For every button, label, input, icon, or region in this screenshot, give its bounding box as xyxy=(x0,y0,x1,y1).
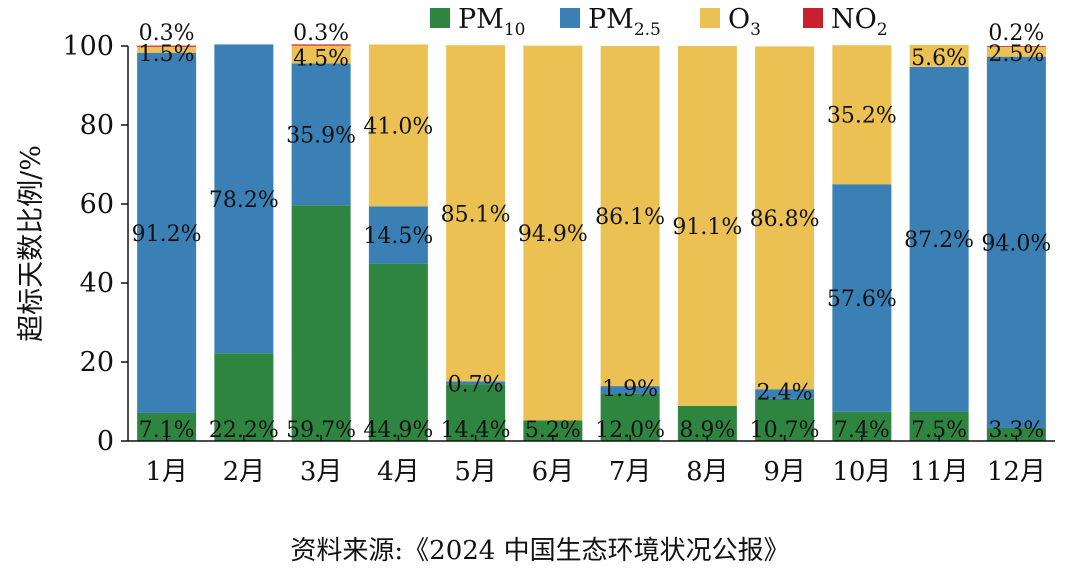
bar-segment-no2-1 xyxy=(137,45,197,47)
bar-segment-pm25-4 xyxy=(368,206,428,264)
bar-segment-pm25-12 xyxy=(986,56,1046,428)
legend-swatch-pm10 xyxy=(430,8,450,28)
x-tick-label: 2月 xyxy=(223,457,266,487)
y-axis-label: 超标天数比例/% xyxy=(16,145,47,342)
legend-swatch-o3 xyxy=(700,8,720,28)
legend: PM10 PM2.5 O3 NO2 xyxy=(430,4,888,40)
bar-segment-pm25-7 xyxy=(600,386,660,394)
bar-segment-o3-4 xyxy=(368,44,428,207)
segment-label-o3-1: 1.5% xyxy=(139,42,195,67)
segment-label-o3-3: 4.5% xyxy=(293,47,349,72)
bar-segment-pm10-2 xyxy=(214,353,274,441)
axes-layer: 1月 2月 3月 4月 5月 6月 7月 8月 9月 10月 11月 12月 0 20 40 60 80 100 超… xyxy=(16,31,1055,487)
segment-label-pm25-12: 94.0% xyxy=(981,231,1051,256)
legend-swatch-no2 xyxy=(803,8,823,28)
bar-segment-o3-8 xyxy=(677,46,737,406)
bar-segment-o3-12 xyxy=(986,46,1046,57)
bar-segment-pm10-12 xyxy=(986,427,1046,441)
bar-segment-pm10-7 xyxy=(600,393,660,441)
source-note: 资料来源:《2024 中国生态环境状况公报》 xyxy=(290,536,790,566)
segment-label-pm25-9: 2.4% xyxy=(757,380,813,405)
bar-segment-pm25-9 xyxy=(755,389,815,399)
bar-segment-pm25-5 xyxy=(446,381,506,385)
stacked-bar-chart: 7.1%91.2%1.5%0.3%22.2%78.2%59.7%35.9%4.5… xyxy=(16,4,1055,487)
x-tick-label: 11月 xyxy=(910,457,969,487)
segment-label-o3-12: 2.5% xyxy=(988,42,1044,67)
segment-labels-layer: 7.1%91.2%1.5%0.3%22.2%78.2%59.7%35.9%4.5… xyxy=(132,21,1052,443)
x-tick-label: 8月 xyxy=(686,457,729,487)
legend-swatch-pm25 xyxy=(560,8,580,28)
y-tick-label: 40 xyxy=(80,268,114,299)
x-tick-label: 5月 xyxy=(454,457,497,487)
legend-label-pm10: PM10 xyxy=(458,4,525,40)
segment-label-pm25-1: 91.2% xyxy=(132,222,202,247)
x-tick-label: 1月 xyxy=(145,457,188,487)
bar-segment-pm10-9 xyxy=(755,398,815,441)
bar-segment-no2-12 xyxy=(986,46,1046,47)
segment-label-pm25-5: 0.7% xyxy=(448,372,504,397)
segment-label-o3-9: 86.8% xyxy=(750,207,820,232)
segment-label-pm25-3: 35.9% xyxy=(286,123,356,148)
bar-segment-o3-6 xyxy=(523,45,583,421)
bar-segment-pm25-10 xyxy=(832,184,892,412)
bar-segment-pm10-4 xyxy=(368,263,428,441)
segment-label-o3-8: 91.1% xyxy=(672,215,742,240)
y-tick-label: 80 xyxy=(80,110,114,141)
bar-segment-o3-10 xyxy=(832,45,892,185)
segment-label-o3-5: 85.1% xyxy=(441,202,511,227)
segment-label-o3-11: 5.6% xyxy=(911,46,967,71)
legend-label-no2: NO2 xyxy=(831,4,888,40)
bar-segment-pm10-5 xyxy=(446,384,506,441)
segment-label-no2-1: 0.3% xyxy=(139,21,195,46)
y-tick-label: 20 xyxy=(80,347,114,378)
bar-segment-pm25-11 xyxy=(909,66,969,412)
segment-label-o3-7: 86.1% xyxy=(595,205,665,230)
legend-label-o3: O3 xyxy=(728,4,761,40)
x-tick-label: 4月 xyxy=(377,457,420,487)
bars-layer xyxy=(137,44,1046,441)
segment-label-pm25-4: 14.5% xyxy=(363,224,433,249)
segment-label-no2-3: 0.3% xyxy=(293,21,349,46)
y-tick-label: 60 xyxy=(80,189,114,220)
x-tick-label: 6月 xyxy=(532,457,575,487)
segment-label-pm25-7: 1.9% xyxy=(602,377,658,402)
bar-segment-pm25-1 xyxy=(137,52,197,413)
x-tick-label: 7月 xyxy=(609,457,652,487)
x-tick-label: 10月 xyxy=(832,457,891,487)
bar-segment-o3-9 xyxy=(755,46,815,390)
bar-segment-o3-1 xyxy=(137,46,197,53)
bar-segment-o3-11 xyxy=(909,44,969,67)
bar-segment-pm10-6 xyxy=(523,420,583,441)
segment-label-o3-10: 35.2% xyxy=(827,104,897,129)
segment-label-o3-6: 94.9% xyxy=(518,222,588,247)
bar-segment-o3-5 xyxy=(446,45,506,382)
y-tick-label: 100 xyxy=(62,31,114,62)
segment-label-no2-12: 0.2% xyxy=(988,21,1044,46)
legend-label-pm25: PM2.5 xyxy=(588,4,661,40)
bar-segment-pm25-2 xyxy=(214,44,274,354)
bar-segment-no2-3 xyxy=(291,44,351,46)
y-tick-label: 0 xyxy=(97,426,114,457)
segment-label-pm25-11: 87.2% xyxy=(904,228,974,253)
x-tick-label: 3月 xyxy=(300,457,343,487)
bar-segment-pm10-3 xyxy=(291,205,351,441)
bar-segment-o3-7 xyxy=(600,46,660,387)
segment-label-pm25-10: 57.6% xyxy=(827,287,897,312)
segment-label-pm25-2: 78.2% xyxy=(209,188,279,213)
x-tick-label: 12月 xyxy=(987,457,1046,487)
bar-segment-o3-3 xyxy=(291,45,351,64)
x-tick-label: 9月 xyxy=(763,457,806,487)
bar-segment-pm25-3 xyxy=(291,63,351,206)
segment-label-o3-4: 41.0% xyxy=(363,114,433,139)
